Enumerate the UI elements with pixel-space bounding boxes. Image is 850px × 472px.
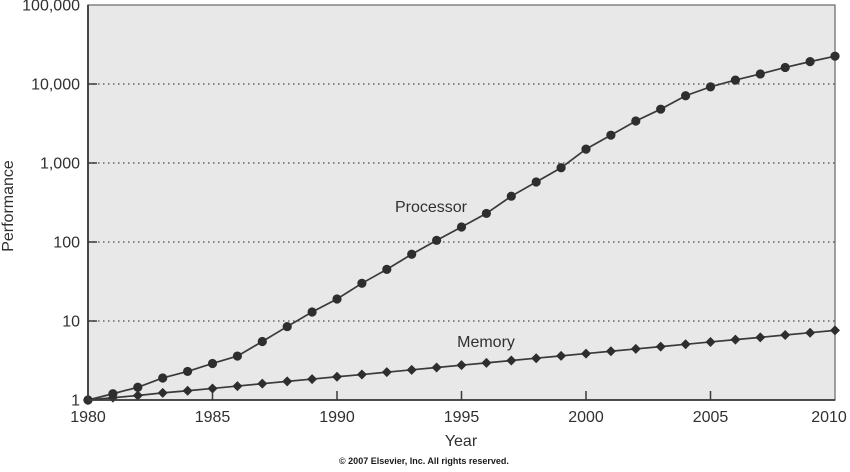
- processor-marker: [730, 75, 741, 85]
- memory-marker: [232, 381, 243, 392]
- processor-marker: [481, 208, 491, 219]
- x-tick-label: 2005: [693, 409, 729, 426]
- memory-marker: [481, 357, 492, 368]
- memory-marker: [655, 341, 666, 352]
- processor-marker: [830, 51, 840, 61]
- processor-marker: [307, 307, 317, 317]
- memory-marker: [456, 360, 467, 371]
- copyright-notice: © 2007 Elsevier, Inc. All rights reserve…: [339, 456, 509, 466]
- memory-marker: [307, 374, 318, 385]
- x-axis-title: Year: [445, 433, 478, 450]
- processor-marker: [631, 116, 641, 126]
- memory-marker: [630, 343, 641, 354]
- processor-marker: [232, 351, 242, 361]
- processor-marker: [506, 191, 516, 201]
- memory-marker: [157, 387, 168, 398]
- memory-marker: [830, 325, 840, 336]
- memory-marker: [556, 350, 567, 361]
- processor-marker: [432, 235, 442, 245]
- memory-marker: [581, 348, 591, 359]
- processor-marker: [257, 336, 267, 347]
- x-tick-label: 1990: [319, 409, 355, 426]
- processor-series-label: Processor: [395, 199, 468, 216]
- processor-marker: [158, 373, 168, 383]
- plot-area: [87, 4, 836, 401]
- processor-marker: [780, 62, 790, 73]
- processor-marker: [133, 382, 143, 392]
- y-axis-title: Performance: [0, 160, 17, 252]
- processor-marker: [606, 130, 616, 140]
- y-tick-label: 100: [53, 235, 80, 252]
- memory-marker: [506, 355, 517, 366]
- x-tick-label: 2000: [568, 409, 604, 426]
- y-tick-label: 10,000: [31, 77, 80, 94]
- x-tick-label: 1995: [444, 409, 480, 426]
- memory-series-label: Memory: [457, 334, 515, 351]
- memory-marker: [730, 334, 741, 345]
- memory-marker: [431, 362, 442, 373]
- y-tick-label: 100,000: [22, 0, 80, 15]
- memory-marker: [182, 385, 193, 396]
- processor-marker: [183, 366, 193, 377]
- memory-marker: [680, 339, 691, 350]
- processor-marker: [656, 104, 666, 114]
- processor-marker: [407, 249, 417, 259]
- x-tick-label: 2010: [811, 409, 847, 426]
- processor-marker: [805, 57, 815, 67]
- processor-marker: [357, 278, 367, 288]
- processor-marker: [581, 144, 591, 154]
- memory-marker: [132, 390, 143, 401]
- memory-marker: [605, 346, 616, 357]
- processor-marker: [207, 358, 218, 369]
- processor-marker: [282, 321, 292, 332]
- memory-marker: [755, 332, 766, 343]
- memory-marker: [332, 371, 342, 382]
- y-tick-label: 1: [71, 393, 80, 410]
- memory-marker: [381, 367, 392, 378]
- processor-marker: [382, 264, 392, 274]
- memory-marker: [282, 376, 293, 387]
- memory-marker: [406, 364, 417, 375]
- x-tick-label: 1980: [70, 409, 106, 426]
- memory-marker: [207, 383, 218, 394]
- processor-marker: [531, 177, 541, 187]
- processor-marker: [332, 294, 342, 304]
- x-tick-label: 1985: [195, 409, 231, 426]
- memory-marker: [780, 329, 791, 340]
- memory-marker: [257, 378, 268, 389]
- y-tick-label: 1,000: [40, 156, 80, 173]
- memory-marker: [356, 369, 367, 380]
- memory-marker: [805, 327, 816, 338]
- processor-marker: [456, 222, 467, 232]
- y-tick-label: 10: [62, 314, 80, 331]
- processor-marker: [705, 82, 716, 92]
- memory-marker: [705, 336, 716, 347]
- processor-marker: [681, 91, 691, 101]
- processor-marker: [556, 163, 566, 173]
- memory-marker: [531, 353, 542, 364]
- processor-marker: [755, 69, 765, 79]
